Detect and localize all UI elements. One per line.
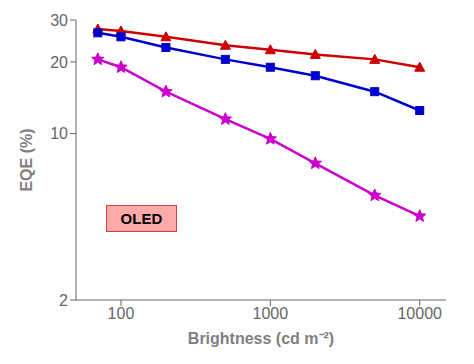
svg-text:Brightness (cd m⁻²): Brightness (cd m⁻²) xyxy=(188,330,334,347)
svg-text:30: 30 xyxy=(50,12,68,29)
svg-text:1000: 1000 xyxy=(253,305,289,322)
svg-text:20: 20 xyxy=(50,54,68,71)
svg-text:2: 2 xyxy=(59,292,68,309)
svg-text:100: 100 xyxy=(108,305,135,322)
svg-text:10000: 10000 xyxy=(397,305,442,322)
html-text:OLED: OLED xyxy=(120,209,163,227)
svg-text:10: 10 xyxy=(50,125,68,142)
svg-text:EQE (%): EQE (%) xyxy=(18,128,35,191)
